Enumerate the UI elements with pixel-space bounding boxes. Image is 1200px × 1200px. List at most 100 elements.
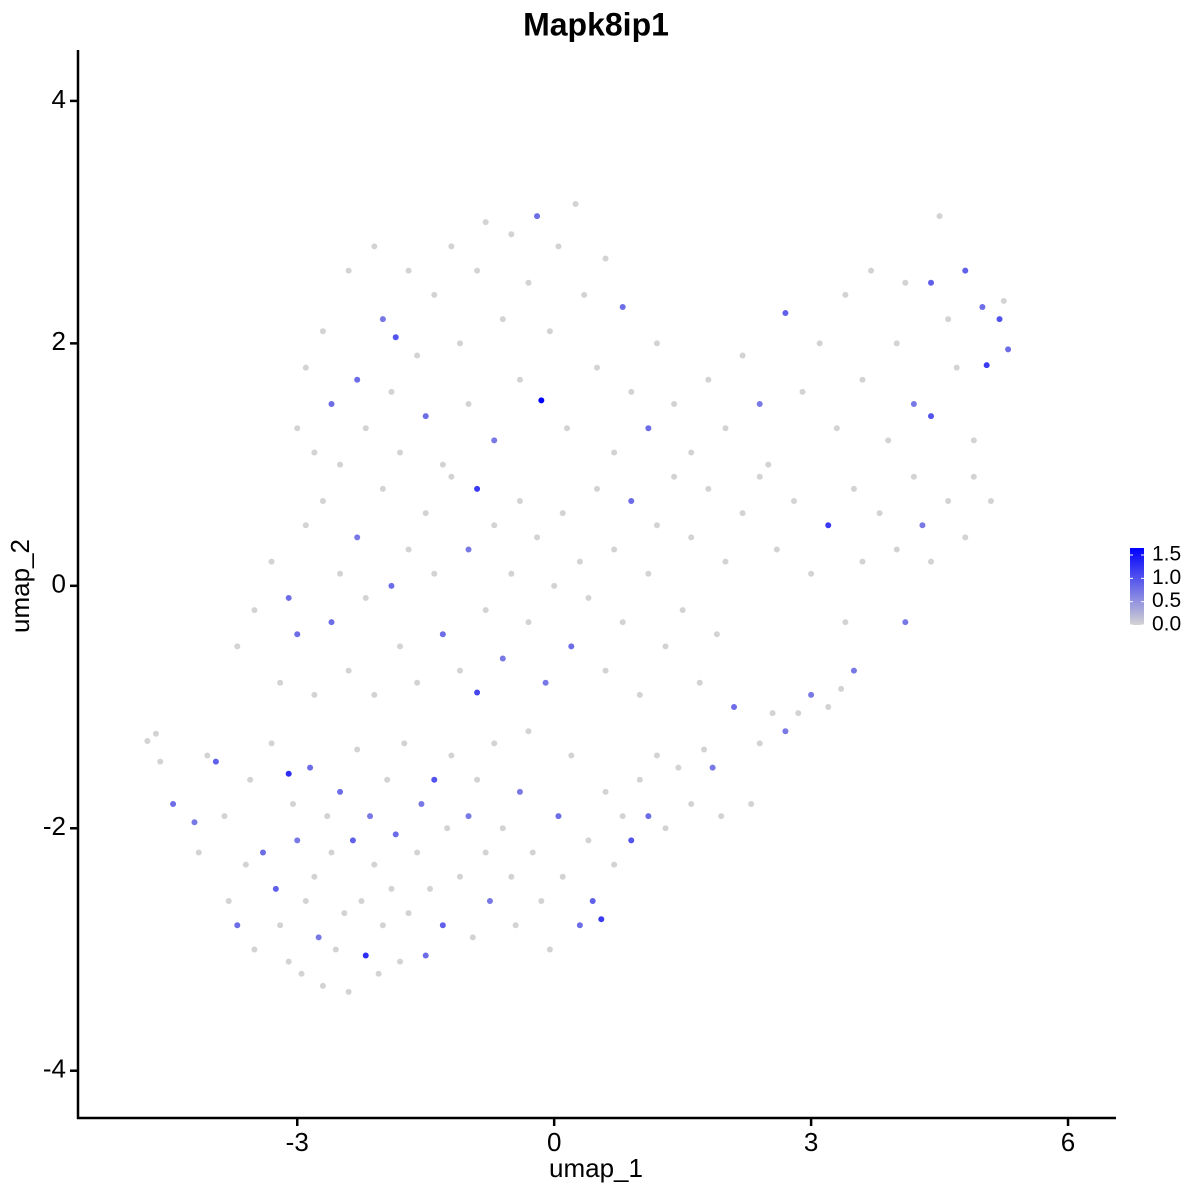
point (482, 219, 489, 226)
chart-title: Mapk8ip1 (523, 6, 669, 42)
point (439, 461, 446, 468)
point (953, 364, 960, 371)
point (367, 813, 374, 820)
point (756, 400, 763, 407)
point (538, 898, 545, 905)
point (448, 752, 455, 759)
point (850, 485, 857, 492)
point (555, 813, 562, 820)
point (1005, 346, 1012, 353)
point (302, 522, 309, 529)
point (585, 594, 592, 601)
point (294, 837, 301, 844)
point (358, 898, 365, 905)
point (594, 364, 600, 371)
point (765, 461, 772, 468)
point (696, 679, 703, 686)
point (910, 400, 917, 407)
point (285, 958, 292, 965)
point (662, 643, 669, 650)
point (816, 340, 823, 347)
point (833, 425, 840, 432)
point (234, 922, 241, 929)
point (456, 340, 463, 347)
point (397, 449, 404, 456)
point (482, 849, 489, 856)
x-tick-label: 6 (1061, 1127, 1075, 1157)
point (465, 400, 472, 407)
point (456, 667, 463, 674)
point (564, 425, 571, 432)
point (619, 303, 626, 310)
point (795, 710, 802, 717)
point (341, 910, 348, 917)
point (362, 952, 369, 959)
point (705, 376, 712, 383)
point (362, 425, 369, 432)
point (225, 898, 232, 905)
point (302, 898, 309, 905)
point (388, 582, 395, 589)
point (902, 619, 909, 626)
point (653, 522, 660, 529)
point (756, 473, 763, 480)
point (790, 497, 797, 504)
point (259, 849, 266, 856)
point (319, 328, 326, 335)
point (645, 425, 652, 432)
point (401, 740, 408, 747)
y-tick-label: 4 (52, 84, 66, 114)
point (499, 316, 506, 323)
point (611, 861, 618, 868)
colorbar-label: 1.0 (1152, 566, 1181, 589)
point (525, 728, 532, 735)
point (234, 643, 241, 650)
point (251, 607, 258, 614)
point (311, 873, 318, 880)
point (221, 813, 228, 820)
point (375, 970, 382, 977)
point (936, 213, 943, 220)
point (679, 607, 686, 614)
point (212, 758, 219, 765)
point (144, 737, 151, 744)
point (332, 946, 339, 953)
point (568, 752, 575, 759)
x-tick-label: 3 (804, 1127, 818, 1157)
colorbar-label: 0.0 (1152, 613, 1181, 636)
point (371, 243, 378, 250)
point (285, 594, 292, 601)
point (602, 255, 609, 262)
point (769, 710, 776, 717)
point (970, 437, 977, 444)
point (919, 522, 926, 529)
point (289, 801, 296, 808)
point (808, 691, 815, 698)
point (962, 534, 969, 541)
point (392, 831, 399, 838)
point (688, 534, 695, 541)
point (675, 764, 682, 771)
point (551, 582, 558, 589)
point (349, 837, 356, 844)
point (388, 388, 395, 395)
point (598, 916, 605, 923)
point (439, 631, 446, 638)
point (979, 303, 986, 310)
point (354, 534, 361, 541)
point (576, 558, 583, 565)
point (910, 473, 917, 480)
point (328, 400, 335, 407)
point (247, 776, 254, 783)
point (251, 946, 258, 953)
point (538, 397, 545, 404)
point (859, 558, 866, 565)
point (559, 873, 566, 880)
point (311, 449, 318, 456)
point (319, 982, 326, 989)
point (983, 362, 990, 369)
point (653, 340, 660, 347)
y-tick-label: -2 (43, 811, 66, 841)
y-tick-label: 2 (52, 326, 66, 356)
